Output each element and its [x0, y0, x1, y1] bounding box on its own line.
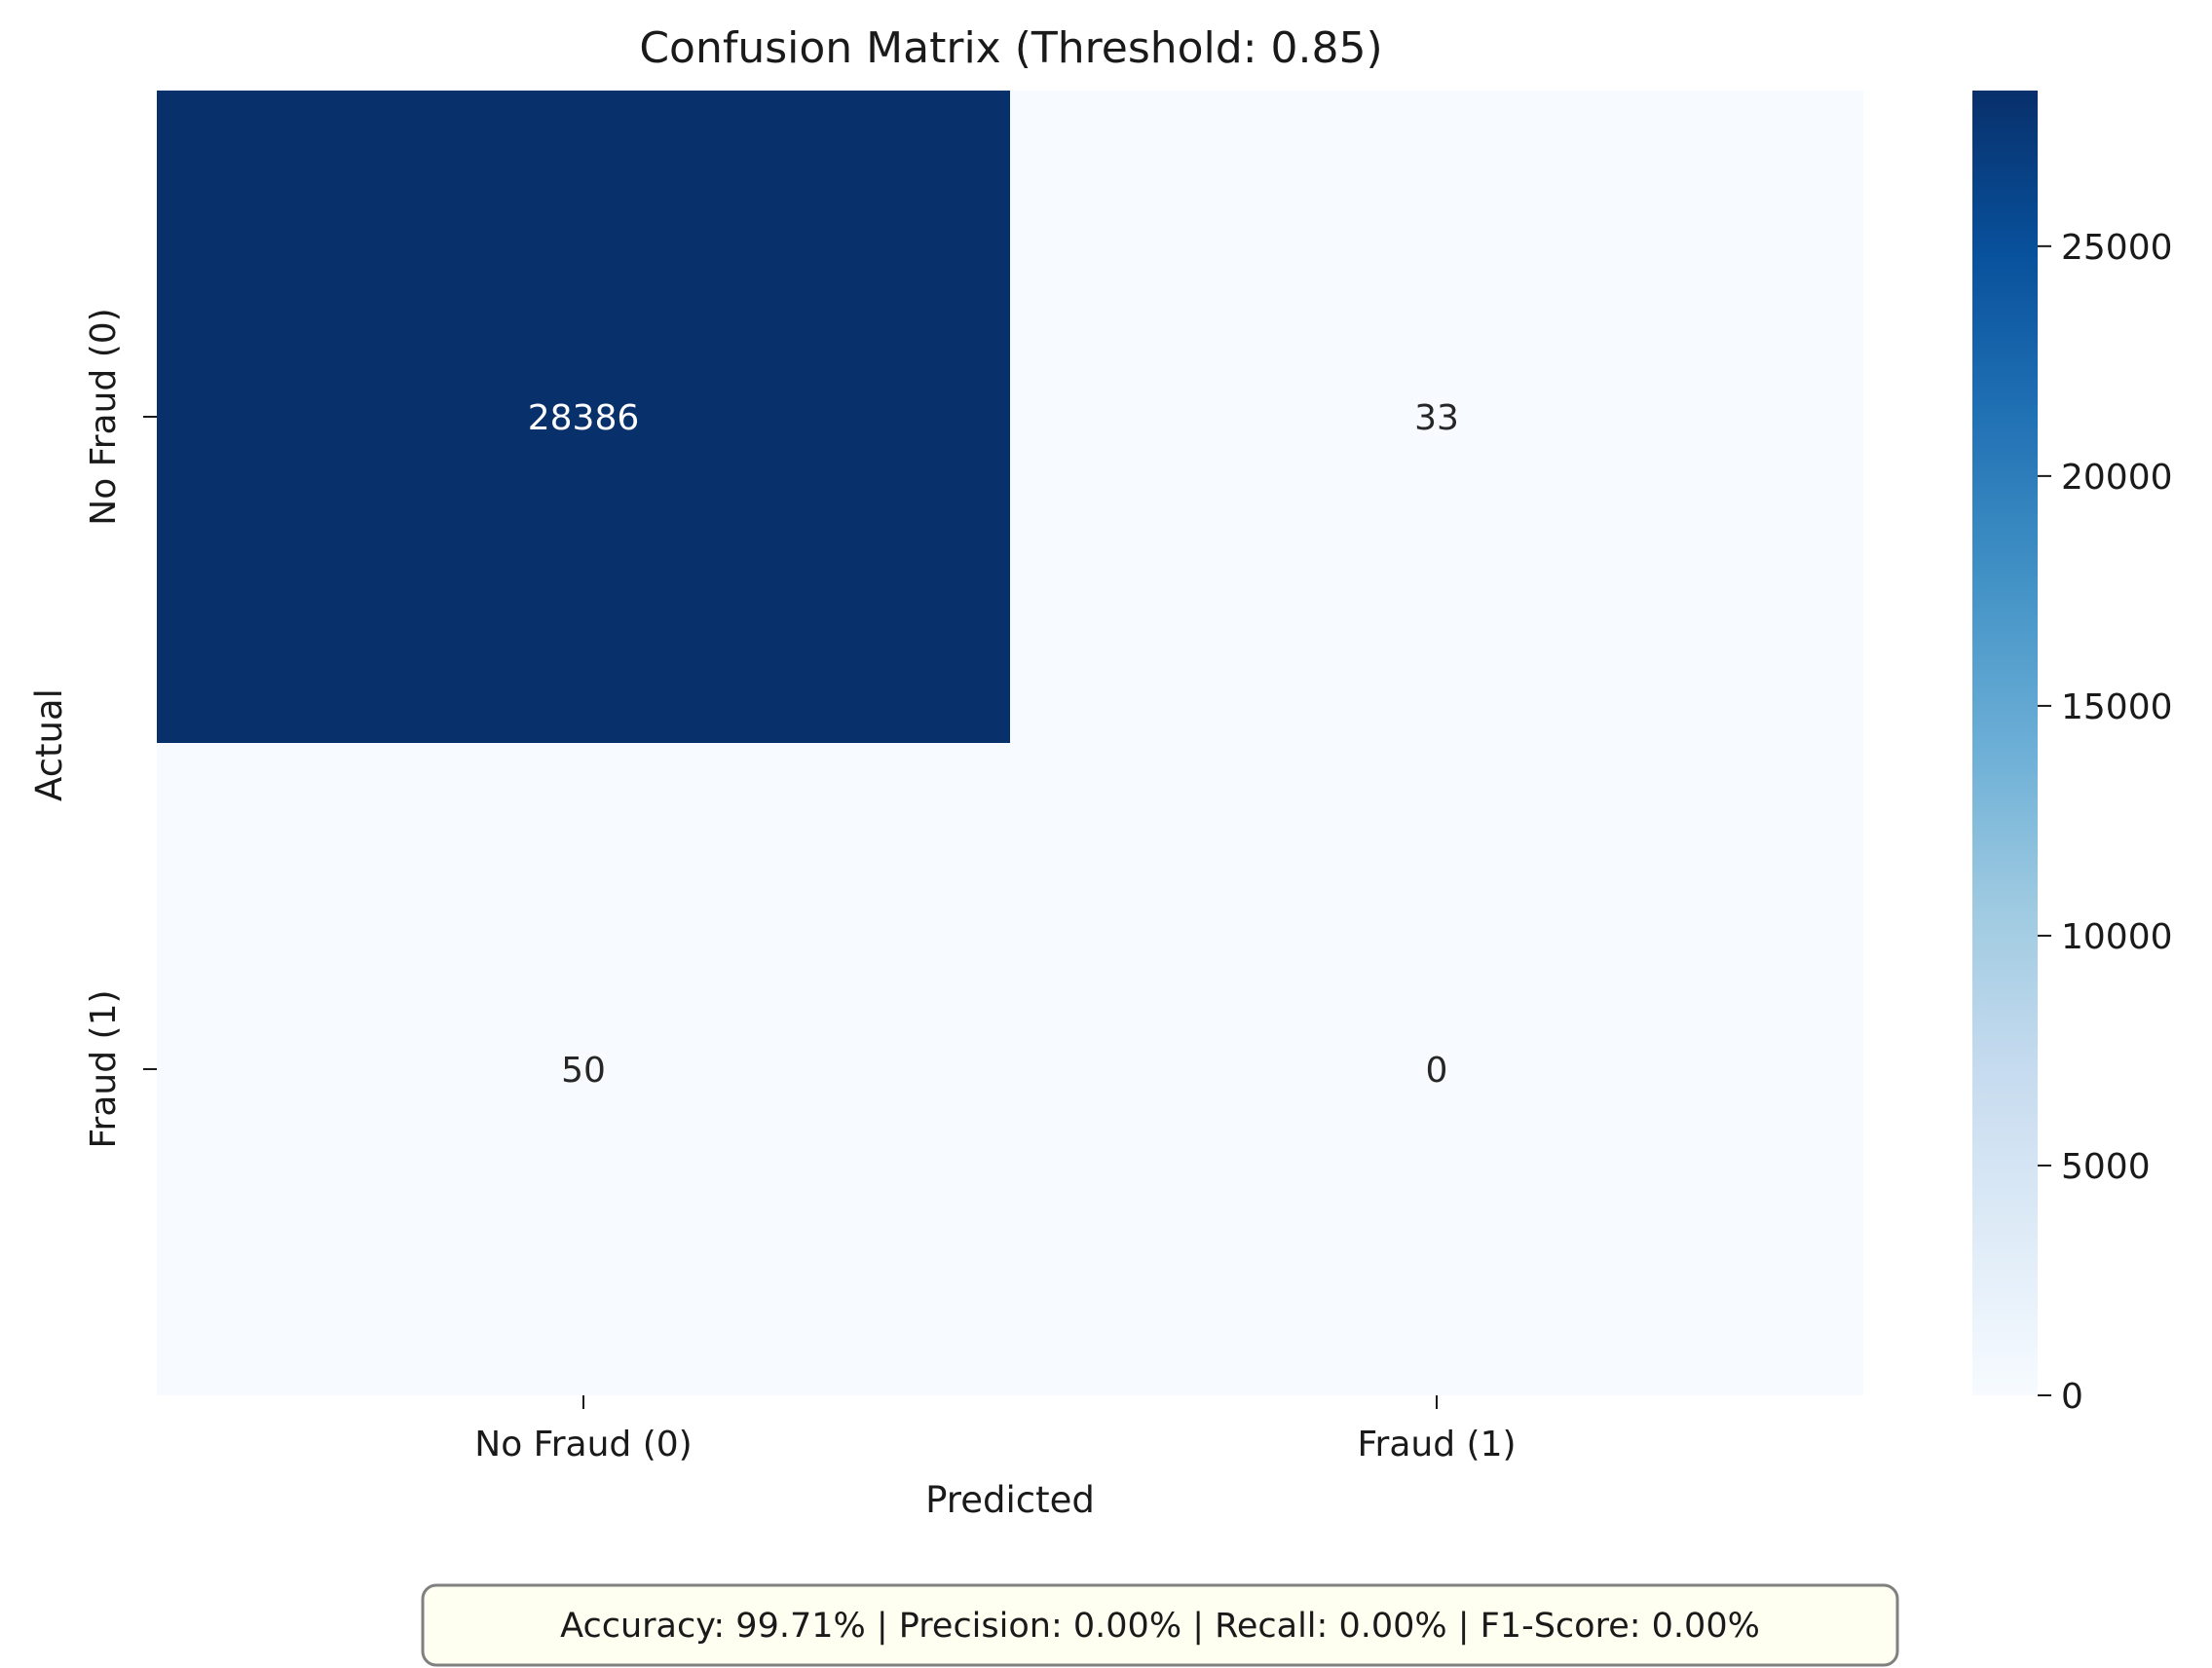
- colorbar-tick-label: 0: [2061, 1377, 2083, 1417]
- colorbar-ticks: 0 5000 10000 15000 20000 25000: [2038, 228, 2173, 1417]
- chart-title: Confusion Matrix (Threshold: 0.85): [639, 23, 1382, 73]
- cell-fraud-no-fraud: [157, 743, 1010, 1395]
- colorbar-gradient: [1972, 91, 2038, 1395]
- y-tick-label: No Fraud (0): [84, 308, 124, 525]
- colorbar: 0 5000 10000 15000 20000 25000: [1972, 91, 2173, 1417]
- y-axis: No Fraud (0) Fraud (1) Actual: [28, 308, 157, 1149]
- colorbar-tick-label: 10000: [2061, 917, 2173, 957]
- cell-value: 28386: [528, 398, 640, 438]
- metrics-text: Accuracy: 99.71% | Precision: 0.00% | Re…: [560, 1607, 1760, 1646]
- metrics-box-background: [421, 1583, 1899, 1667]
- x-axis: No Fraud (0) Fraud (1) Predicted: [474, 1395, 1517, 1521]
- metrics-box: Accuracy: 99.71% | Precision: 0.00% | Re…: [421, 1583, 1899, 1667]
- cell-value: 33: [1414, 398, 1459, 438]
- y-tick-label: Fraud (1): [84, 989, 124, 1148]
- cell-no-fraud-fraud: [1010, 91, 1863, 743]
- colorbar-tick-label: 15000: [2061, 687, 2173, 727]
- cell-labels: 28386 33 50 0: [528, 398, 1459, 1091]
- cell-value: 0: [1426, 1051, 1448, 1091]
- x-tick-label: Fraud (1): [1357, 1425, 1516, 1464]
- x-tick-label: No Fraud (0): [474, 1425, 692, 1464]
- colorbar-tick-label: 20000: [2061, 458, 2173, 498]
- cell-value: 50: [561, 1051, 606, 1091]
- heatmap: [157, 91, 1863, 1395]
- y-axis-label: Actual: [28, 688, 70, 801]
- cell-fraud-fraud: [1010, 743, 1863, 1395]
- colorbar-tick-label: 25000: [2061, 228, 2173, 268]
- x-axis-label: Predicted: [925, 1479, 1095, 1521]
- cell-no-fraud-no-fraud: [157, 91, 1010, 743]
- colorbar-tick-label: 5000: [2061, 1147, 2151, 1187]
